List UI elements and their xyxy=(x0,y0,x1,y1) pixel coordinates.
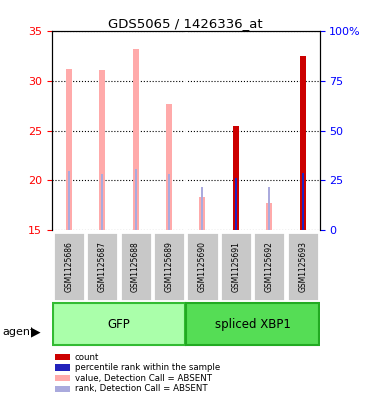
Bar xyxy=(132,49,139,230)
Text: agent: agent xyxy=(2,327,34,337)
Bar xyxy=(53,232,85,301)
Bar xyxy=(166,104,172,230)
Title: GDS5065 / 1426336_at: GDS5065 / 1426336_at xyxy=(109,17,263,30)
Text: GSM1125686: GSM1125686 xyxy=(64,241,73,292)
Text: GSM1125688: GSM1125688 xyxy=(131,241,140,292)
Text: GFP: GFP xyxy=(107,318,130,331)
Text: ▶: ▶ xyxy=(31,325,40,339)
Bar xyxy=(66,69,72,230)
Bar xyxy=(253,232,285,301)
Bar xyxy=(101,174,103,230)
Bar xyxy=(268,187,270,230)
Bar xyxy=(235,178,237,230)
Bar xyxy=(86,232,118,301)
Bar xyxy=(220,232,252,301)
Text: spliced XBP1: spliced XBP1 xyxy=(215,318,291,331)
Text: count: count xyxy=(75,353,99,362)
Bar xyxy=(135,169,137,230)
Bar xyxy=(55,386,70,392)
Bar xyxy=(168,174,170,230)
Text: GSM1125691: GSM1125691 xyxy=(231,241,241,292)
Bar xyxy=(287,232,319,301)
Bar xyxy=(119,232,152,301)
Text: GSM1125687: GSM1125687 xyxy=(98,241,107,292)
Bar xyxy=(233,126,239,230)
Bar xyxy=(68,171,70,230)
Text: GSM1125692: GSM1125692 xyxy=(265,241,274,292)
Text: percentile rank within the sample: percentile rank within the sample xyxy=(75,363,220,372)
Bar xyxy=(55,364,70,371)
Text: value, Detection Call = ABSENT: value, Detection Call = ABSENT xyxy=(75,374,212,383)
Bar xyxy=(201,187,204,230)
Bar xyxy=(266,203,273,230)
Bar xyxy=(186,232,219,301)
Bar xyxy=(53,303,185,345)
Text: GSM1125689: GSM1125689 xyxy=(164,241,174,292)
Text: rank, Detection Call = ABSENT: rank, Detection Call = ABSENT xyxy=(75,384,208,393)
Bar xyxy=(99,70,105,230)
Bar xyxy=(186,303,319,345)
Bar xyxy=(199,197,206,230)
Bar xyxy=(300,56,306,230)
Bar xyxy=(302,173,304,230)
Text: GSM1125690: GSM1125690 xyxy=(198,241,207,292)
Bar xyxy=(55,375,70,381)
Bar xyxy=(153,232,185,301)
Text: GSM1125693: GSM1125693 xyxy=(298,241,307,292)
Bar xyxy=(55,354,70,360)
